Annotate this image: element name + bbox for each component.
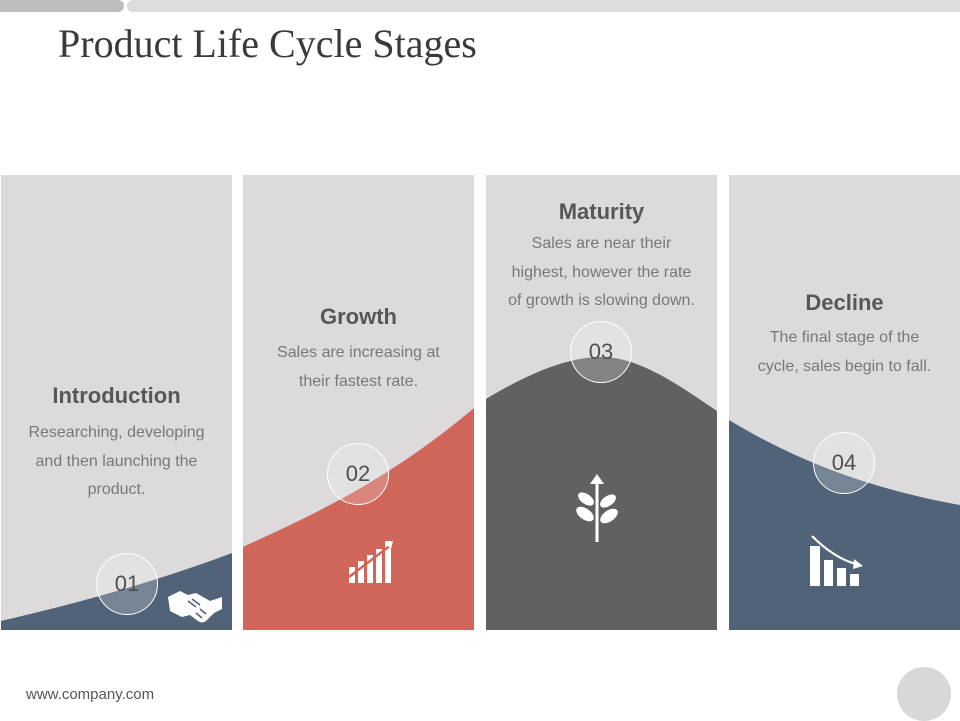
stage-number-badge: 04 — [813, 432, 875, 494]
stage-title: Growth — [320, 304, 397, 329]
stage-description: Sales are near their highest, however th… — [508, 235, 695, 309]
top-accent-bar-right — [127, 0, 960, 12]
stage-panel-introduction: Introduction Researching, developing and… — [1, 175, 232, 630]
stage-description: Sales are increasing at their fastest ra… — [277, 344, 440, 390]
stage-title: Introduction — [52, 383, 181, 408]
stage-panel-maturity: Maturity Sales are near their highest, h… — [486, 175, 717, 630]
stage-number-badge: 03 — [570, 321, 632, 383]
growth-chart-icon — [348, 541, 393, 583]
stage-panel-growth: Growth Sales are increasing at their fas… — [243, 175, 474, 630]
stage-title: Decline — [805, 290, 884, 315]
top-accent-bar-left — [0, 0, 124, 12]
stage-description: The final stage of the cycle, sales begi… — [757, 329, 932, 375]
stage-number-badge: 01 — [96, 553, 158, 615]
stage-number-badge: 02 — [327, 443, 389, 505]
footer-website: www.company.com — [26, 686, 155, 703]
slide-title: Product Life Cycle Stages — [58, 21, 477, 66]
plant-arrow-icon — [576, 474, 618, 542]
stage-curve-decline — [729, 420, 960, 630]
handshake-icon — [168, 591, 222, 623]
stage-title: Maturity — [558, 199, 645, 224]
stage-description: Researching, developing and then launchi… — [28, 424, 205, 498]
stage-panel-decline: Decline The final stage of the cycle, sa… — [729, 175, 960, 630]
stage-curve-growth — [243, 408, 474, 630]
corner-decorative-circle — [897, 667, 951, 721]
stage-curve-maturity — [486, 357, 717, 630]
decline-chart-icon — [810, 535, 863, 586]
